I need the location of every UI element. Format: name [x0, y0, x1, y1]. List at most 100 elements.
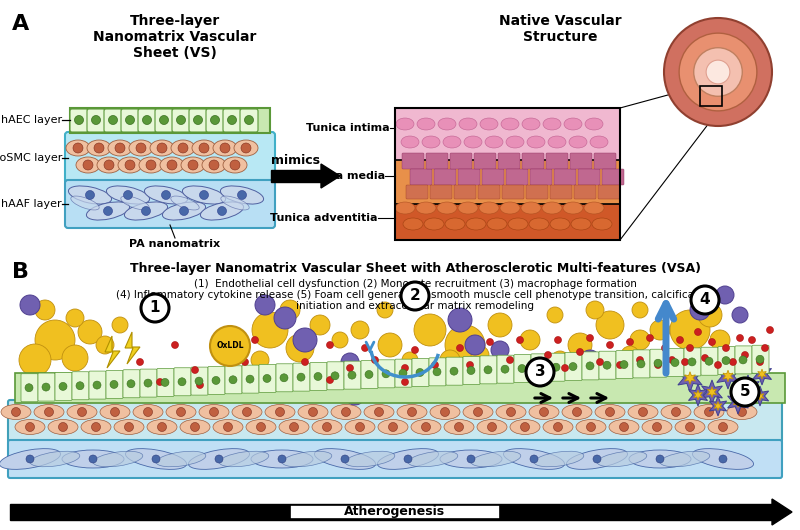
- Text: initiation and extracellular matrix remodeling: initiation and extracellular matrix remo…: [296, 301, 534, 311]
- Circle shape: [89, 455, 97, 463]
- Ellipse shape: [571, 218, 591, 230]
- FancyBboxPatch shape: [172, 109, 190, 132]
- Circle shape: [654, 359, 662, 367]
- Circle shape: [25, 384, 33, 392]
- FancyBboxPatch shape: [498, 153, 520, 169]
- FancyBboxPatch shape: [430, 185, 452, 199]
- Ellipse shape: [445, 218, 465, 230]
- Circle shape: [402, 365, 409, 372]
- Ellipse shape: [87, 140, 111, 156]
- Ellipse shape: [221, 186, 263, 204]
- Circle shape: [278, 455, 286, 463]
- Circle shape: [606, 341, 614, 349]
- Ellipse shape: [331, 404, 361, 420]
- Ellipse shape: [160, 157, 184, 173]
- Ellipse shape: [500, 202, 520, 214]
- Circle shape: [586, 422, 595, 431]
- Circle shape: [688, 358, 696, 366]
- Ellipse shape: [364, 404, 394, 420]
- FancyBboxPatch shape: [426, 153, 448, 169]
- Ellipse shape: [97, 157, 121, 173]
- Circle shape: [679, 33, 757, 111]
- Circle shape: [714, 361, 722, 368]
- Ellipse shape: [202, 157, 226, 173]
- Text: hAAF layer: hAAF layer: [2, 199, 62, 209]
- FancyBboxPatch shape: [463, 357, 480, 384]
- Ellipse shape: [496, 404, 526, 420]
- Circle shape: [757, 358, 763, 366]
- Circle shape: [188, 160, 198, 170]
- Ellipse shape: [438, 118, 456, 130]
- FancyBboxPatch shape: [106, 370, 123, 399]
- Circle shape: [190, 422, 199, 431]
- Circle shape: [488, 313, 512, 337]
- Circle shape: [457, 344, 463, 351]
- Ellipse shape: [403, 218, 423, 230]
- Ellipse shape: [48, 420, 78, 435]
- Circle shape: [241, 143, 251, 153]
- Circle shape: [35, 320, 75, 360]
- Circle shape: [742, 351, 749, 358]
- Text: 4: 4: [700, 293, 710, 307]
- Ellipse shape: [440, 450, 502, 468]
- FancyBboxPatch shape: [327, 362, 344, 390]
- Circle shape: [650, 320, 670, 340]
- FancyBboxPatch shape: [480, 356, 497, 384]
- Circle shape: [517, 337, 523, 343]
- Circle shape: [710, 330, 730, 350]
- Text: B: B: [12, 262, 29, 282]
- Circle shape: [125, 160, 135, 170]
- Ellipse shape: [471, 451, 521, 467]
- Circle shape: [159, 116, 169, 125]
- Circle shape: [467, 367, 475, 375]
- Polygon shape: [723, 370, 733, 382]
- Circle shape: [245, 116, 254, 125]
- Circle shape: [197, 382, 203, 388]
- Polygon shape: [707, 386, 717, 398]
- Circle shape: [431, 361, 438, 368]
- Circle shape: [74, 116, 83, 125]
- FancyBboxPatch shape: [482, 169, 504, 185]
- FancyBboxPatch shape: [208, 366, 225, 394]
- Circle shape: [620, 360, 628, 368]
- Ellipse shape: [487, 218, 507, 230]
- Circle shape: [378, 333, 402, 357]
- FancyBboxPatch shape: [240, 109, 258, 132]
- Circle shape: [240, 380, 260, 400]
- Text: PA nanomatrix: PA nanomatrix: [130, 239, 221, 249]
- Circle shape: [705, 408, 714, 417]
- FancyBboxPatch shape: [582, 352, 599, 380]
- Ellipse shape: [569, 136, 587, 148]
- Circle shape: [669, 357, 675, 364]
- Text: Atherogenesis: Atherogenesis: [345, 506, 446, 518]
- Ellipse shape: [181, 157, 205, 173]
- FancyBboxPatch shape: [242, 365, 259, 393]
- Ellipse shape: [100, 404, 130, 420]
- FancyBboxPatch shape: [410, 169, 432, 185]
- Circle shape: [486, 339, 494, 346]
- Circle shape: [694, 329, 702, 335]
- Ellipse shape: [628, 404, 658, 420]
- Ellipse shape: [566, 448, 627, 470]
- Ellipse shape: [162, 202, 206, 220]
- Polygon shape: [714, 402, 722, 411]
- Circle shape: [274, 307, 296, 329]
- Ellipse shape: [118, 157, 142, 173]
- Circle shape: [471, 346, 489, 364]
- Circle shape: [709, 339, 715, 346]
- Circle shape: [20, 295, 40, 315]
- FancyBboxPatch shape: [478, 185, 500, 199]
- Bar: [10, 504, 772, 520]
- Ellipse shape: [1, 404, 31, 420]
- Circle shape: [178, 143, 188, 153]
- Circle shape: [596, 311, 624, 339]
- Circle shape: [179, 207, 189, 216]
- FancyBboxPatch shape: [497, 355, 514, 383]
- Circle shape: [671, 359, 679, 367]
- Circle shape: [698, 303, 722, 327]
- Circle shape: [120, 380, 140, 400]
- Ellipse shape: [395, 202, 415, 214]
- Polygon shape: [737, 375, 759, 401]
- Bar: [395, 193, 620, 240]
- Text: Three-layer
Nanomatrix Vascular
Sheet (VS): Three-layer Nanomatrix Vascular Sheet (V…: [94, 14, 257, 60]
